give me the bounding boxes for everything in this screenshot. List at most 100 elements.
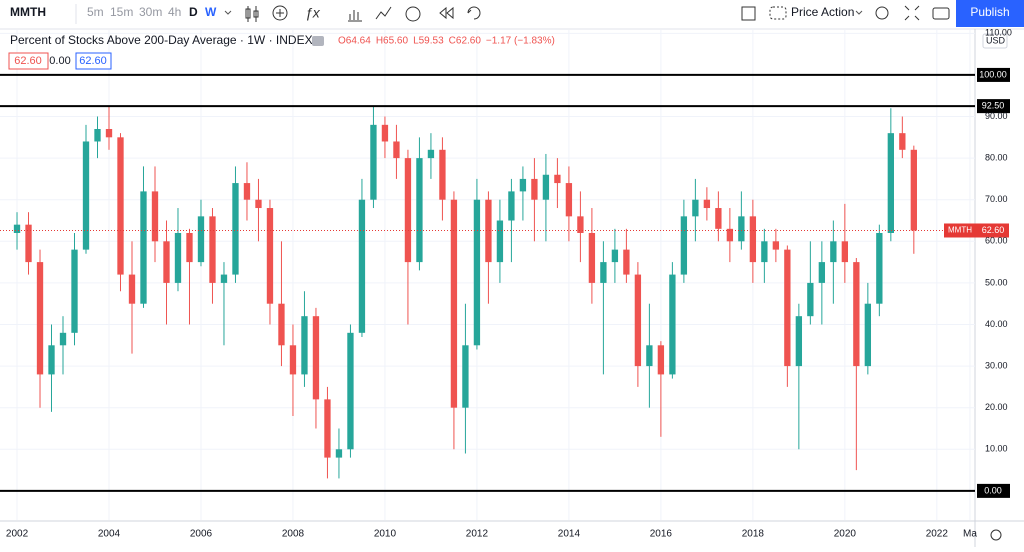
publish-label[interactable]: Publish <box>970 5 1009 19</box>
snapshot-icon[interactable] <box>932 7 950 20</box>
legend-toggle[interactable] <box>312 36 324 46</box>
dropdown-icon[interactable] <box>224 10 232 15</box>
candle-body <box>82 141 90 250</box>
candle-body <box>278 303 285 346</box>
candle-body <box>117 137 124 275</box>
fullscreen-icon[interactable] <box>904 5 920 21</box>
publish-button[interactable] <box>956 0 1024 27</box>
candle-body <box>542 174 550 200</box>
x-tick-label: 2012 <box>466 529 489 540</box>
interval[interactable]: 4h <box>168 5 181 19</box>
ohlc-value: −1.17 (−1.83%) <box>486 36 555 47</box>
x-tick-label: 2002 <box>6 529 29 540</box>
candle-body <box>577 216 584 233</box>
candle-body <box>565 183 573 217</box>
candle-body <box>404 158 412 263</box>
candles <box>13 106 917 479</box>
currency-box[interactable] <box>982 33 1008 49</box>
candle-body <box>347 332 354 450</box>
candle-body <box>611 249 619 263</box>
candle-body <box>427 149 435 159</box>
ohlc-value: L59.53 <box>413 36 444 47</box>
indicator-name[interactable]: Price Action <box>791 5 854 19</box>
price-label: 0.00 <box>984 485 1002 495</box>
fx-icon[interactable]: ƒx <box>305 5 321 21</box>
y-tick-label: 60.00 <box>985 236 1008 246</box>
alert-icon[interactable] <box>405 6 421 22</box>
candle-body <box>416 158 423 263</box>
candle-body <box>324 399 331 458</box>
candle-body <box>738 216 745 242</box>
y-tick-label: 90.00 <box>985 111 1008 121</box>
candle-body <box>703 199 711 209</box>
last-price-tag <box>944 223 1009 238</box>
y-tick-label: 80.00 <box>985 152 1008 162</box>
candle-body <box>554 174 561 184</box>
settings-icon[interactable] <box>875 6 889 20</box>
candle-body <box>772 241 780 250</box>
indicator-icon[interactable] <box>769 6 787 20</box>
symbol[interactable]: MMTH <box>10 5 46 19</box>
price-label-box <box>977 99 1010 114</box>
x-tick-label: 2014 <box>558 529 581 540</box>
candle-body <box>381 124 389 142</box>
replay-icon[interactable] <box>439 6 454 20</box>
candle-body <box>784 249 791 367</box>
candle-body <box>818 262 826 283</box>
ohlc-value: H65.60 <box>376 36 409 47</box>
legend-value: 62.60 <box>14 55 42 67</box>
templates-icon[interactable] <box>348 10 362 22</box>
candle-body <box>335 449 343 458</box>
axis-settings-icon[interactable] <box>990 529 1002 541</box>
candle-body <box>71 249 78 333</box>
interval[interactable]: 15m <box>110 5 133 19</box>
interval[interactable]: 5m <box>87 5 104 19</box>
checkbox[interactable] <box>741 6 756 21</box>
interval-active[interactable]: W <box>205 5 217 19</box>
candle-body <box>807 282 814 317</box>
x-tick-label: 2018 <box>742 529 765 540</box>
candle-body <box>600 262 607 283</box>
candles-icon[interactable] <box>245 6 259 22</box>
candle-body <box>393 141 400 159</box>
price-label-box <box>977 67 1010 82</box>
interval[interactable]: 30m <box>139 5 162 19</box>
x-tick-label: 2010 <box>374 529 397 540</box>
interval[interactable]: D <box>189 5 198 19</box>
candle-body <box>669 274 676 375</box>
y-tick-label: 10.00 <box>985 444 1008 454</box>
dropdown-icon[interactable] <box>855 10 863 15</box>
candle-body <box>680 216 688 275</box>
candle-body <box>59 332 67 346</box>
candle-body <box>13 224 21 233</box>
candle-body <box>462 345 469 408</box>
candle-body <box>243 183 251 200</box>
currency[interactable]: USD <box>986 35 1006 45</box>
compare-icon[interactable] <box>375 6 392 20</box>
candle-body <box>841 241 849 263</box>
legend-box <box>75 52 112 70</box>
candle-body <box>209 216 216 283</box>
legend-value: 62.60 <box>79 55 107 67</box>
candle-body <box>289 345 297 375</box>
ohlc-value: C62.60 <box>449 36 482 47</box>
candle-body <box>519 178 527 192</box>
candle-body <box>220 274 228 283</box>
candle-body <box>25 224 32 263</box>
candle-body <box>105 128 113 138</box>
candle-body <box>795 316 803 367</box>
y-tick-label: 40.00 <box>985 319 1008 329</box>
undo-icon[interactable] <box>467 6 481 20</box>
x-tick-label: 2020 <box>834 529 857 540</box>
candle-body <box>910 149 917 231</box>
toolbar-icons: ƒx <box>245 5 950 22</box>
candle-body <box>876 232 883 304</box>
add-icon[interactable] <box>272 5 288 21</box>
candle-body <box>692 199 699 217</box>
y-tick-label: 70.00 <box>985 194 1008 204</box>
overlay: 100.00 92.50 0.00 MMTH 62.60 <box>0 67 1010 498</box>
candle-body <box>830 241 837 263</box>
x-tick-label: 2016 <box>650 529 673 540</box>
